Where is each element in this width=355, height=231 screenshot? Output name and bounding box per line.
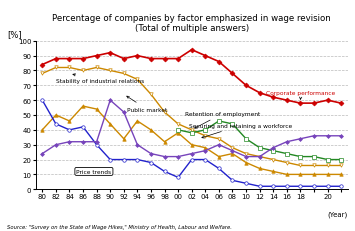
Text: Percentage of companies by factor emphasized in wage revision
(Total of multiple: Percentage of companies by factor emphas… <box>52 14 331 33</box>
Text: Source: "Survey on the State of Wage Hikes," Ministry of Health, Labour and Welf: Source: "Survey on the State of Wage Hik… <box>7 224 232 229</box>
Text: Public market: Public market <box>126 97 167 112</box>
Text: Securing and retaining a workforce: Securing and retaining a workforce <box>189 123 292 139</box>
Text: Stability of industrial relations: Stability of industrial relations <box>56 74 144 84</box>
Text: Retention of employment: Retention of employment <box>185 112 260 129</box>
Text: (Year): (Year) <box>328 210 348 217</box>
Text: Price trends: Price trends <box>76 169 111 174</box>
Text: Corporate performance: Corporate performance <box>266 91 336 100</box>
Text: [%]: [%] <box>7 30 22 39</box>
